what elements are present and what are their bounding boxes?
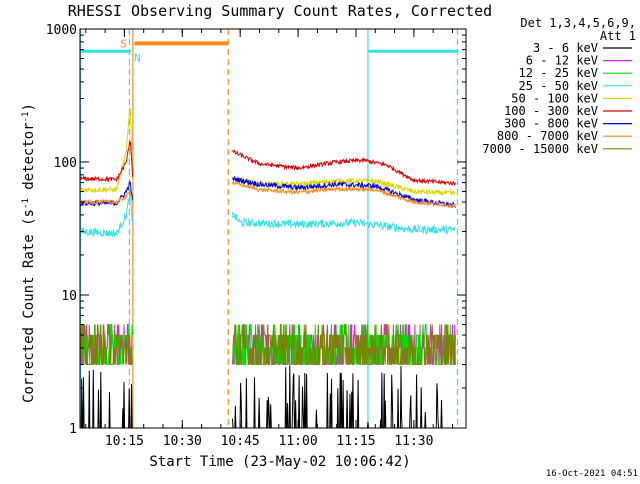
night-flag-label: N: [134, 51, 141, 64]
render-timestamp: 16-Oct-2021 04:51: [546, 469, 638, 479]
series-trace-5-1: [232, 149, 456, 186]
series-300-800-kev: [80, 175, 456, 209]
series-50-100-kev: [80, 106, 456, 197]
x-tick-label-1: 10:30: [163, 434, 202, 449]
series-trace-0-0: [80, 369, 133, 428]
series-trace-4-0: [80, 106, 134, 194]
series-3-6-kev: [80, 365, 456, 428]
legend-header-line1: Det 1,3,4,5,6,9,: [520, 16, 636, 30]
x-tick-label-4: 11:15: [336, 434, 375, 449]
legend-label-1: 6 - 12 keV: [526, 54, 598, 68]
series-trace-2-1: [232, 324, 456, 365]
x-tick-label-2: 10:45: [221, 434, 260, 449]
x-axis-label: Start Time (23-May-02 10:06:42): [149, 454, 410, 470]
y-axis-label-end: ): [21, 103, 37, 111]
flag-layer: SN: [80, 37, 459, 64]
series-trace-7-0: [80, 191, 134, 206]
svg-text:Corrected Count Rate (s-1 dete: Corrected Count Rate (s-1 detector-1): [21, 103, 37, 403]
legend-label-7: 800 - 7000 keV: [497, 129, 598, 143]
y-axis-label-sup2: -1: [21, 112, 31, 123]
y-axis-label-main: Corrected Count Rate (s: [21, 209, 37, 403]
legend-label-6: 300 - 800 keV: [504, 117, 598, 131]
legend-label-2: 12 - 25 keV: [519, 66, 598, 80]
series-trace-5-0: [80, 140, 134, 183]
x-tick-label-5: 11:30: [394, 434, 433, 449]
series-trace-7-1: [232, 180, 456, 209]
y-axis-label-mid: detector: [21, 122, 37, 198]
series-800-7000-kev: [80, 180, 456, 209]
y-axis-label-sup1: -1: [21, 198, 31, 209]
y-tick-label-2: 100: [54, 156, 77, 171]
x-tick-label-3: 11:00: [279, 434, 318, 449]
legend-label-4: 50 - 100 keV: [511, 91, 598, 105]
series-7000-15000-kev: [80, 324, 456, 365]
series-100-300-kev: [80, 140, 456, 186]
series-25-50-kev: [80, 189, 456, 238]
y-tick-label-1: 10: [61, 289, 77, 304]
legend-label-0: 3 - 6 keV: [533, 41, 598, 55]
y-tick-label-3: 1000: [46, 23, 77, 38]
legend-label-8: 7000 - 15000 keV: [482, 142, 598, 156]
series-trace-6-1: [232, 175, 456, 209]
legend-label-3: 25 - 50 keV: [519, 79, 598, 93]
series-trace-4-1: [232, 175, 456, 197]
series-trace-0-1: [232, 365, 456, 428]
series-trace-8-1: [232, 324, 456, 365]
series-trace-3-1: [232, 212, 456, 236]
y-tick-label-0: 1: [69, 422, 77, 437]
legend-header-line2: Att 1: [600, 29, 636, 43]
series-trace-8-0: [80, 324, 133, 365]
plot-frame: [79, 28, 467, 429]
legend-label-5: 100 - 300 keV: [504, 104, 598, 118]
axis-layer: 10:15 10:30 10:45 11:00 11:15 11:30 1 10 100 1000: [46, 23, 467, 449]
y-axis-label: Corrected Count Rate (s-1 detector-1): [21, 103, 37, 403]
x-tick-label-0: 10:15: [105, 434, 144, 449]
chart-title: RHESSI Observing Summary Count Rates, Co…: [68, 2, 492, 20]
series-trace-3-0: [80, 189, 134, 238]
series-layer: [80, 106, 456, 428]
saa-flag-label: S: [120, 37, 127, 50]
